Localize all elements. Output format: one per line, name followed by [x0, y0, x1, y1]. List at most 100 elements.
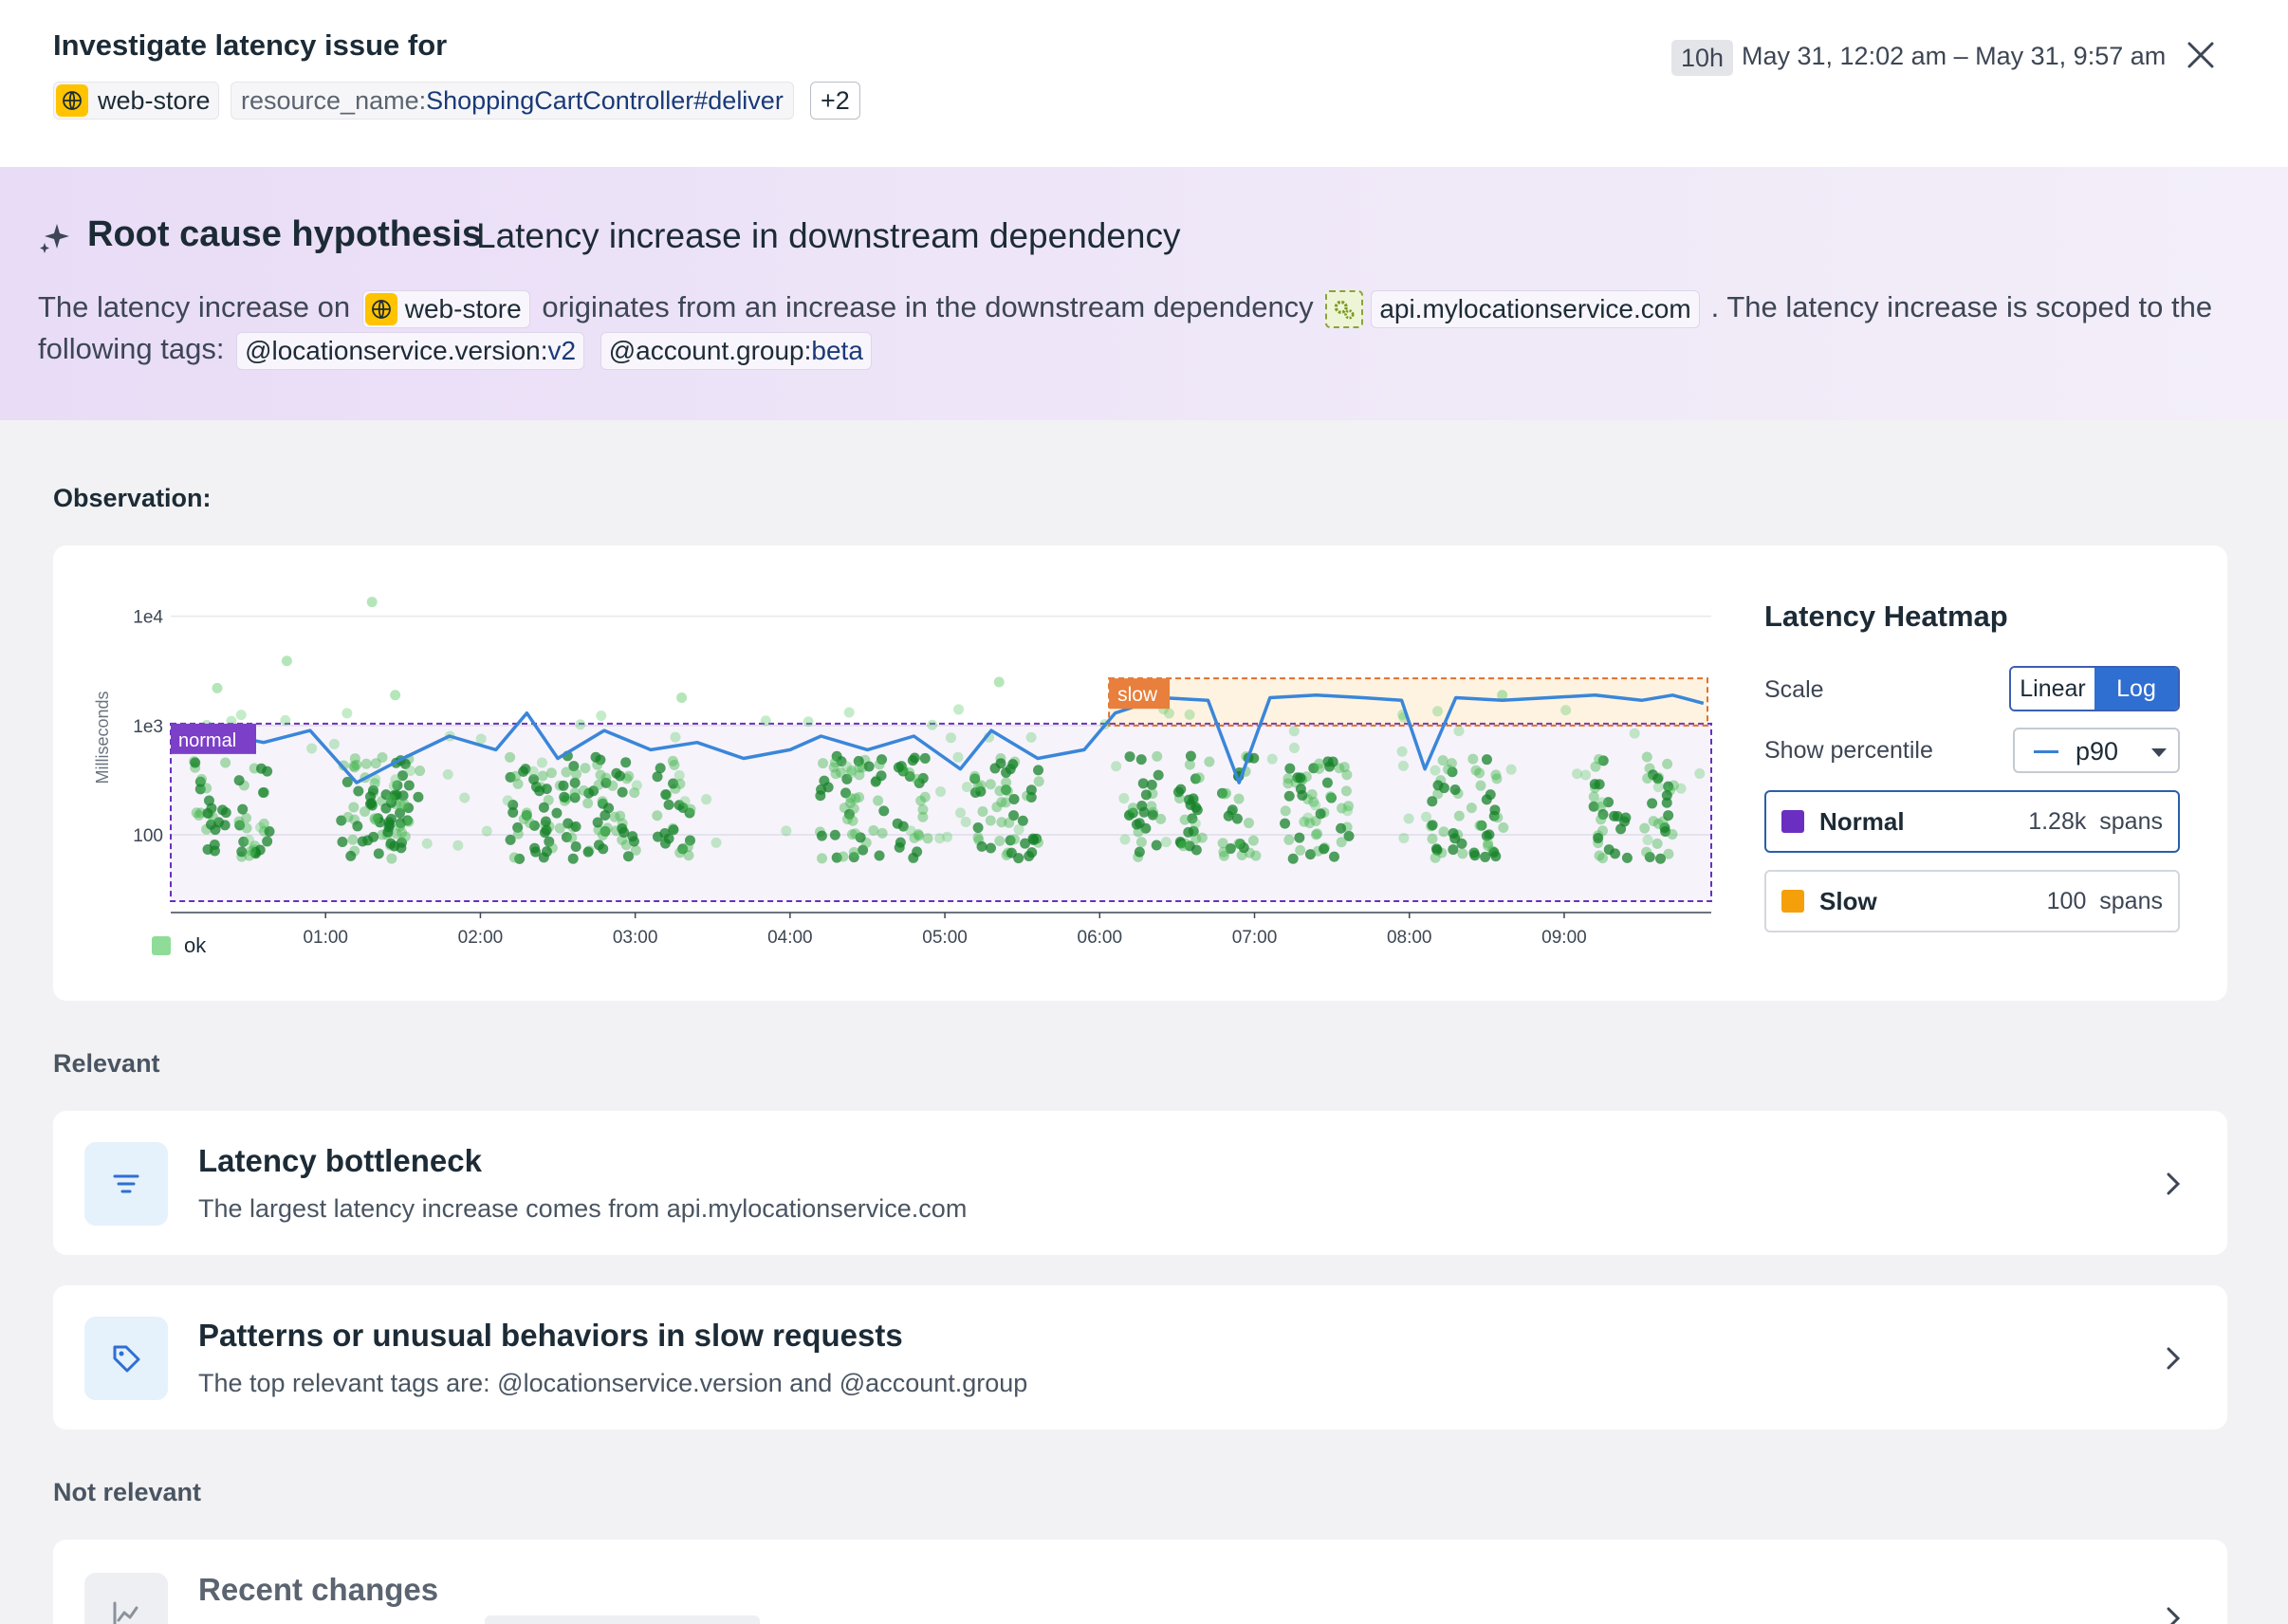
percentile-select[interactable]: p90: [2013, 728, 2180, 773]
scatter-point: [512, 821, 524, 833]
scatter-point: [685, 803, 696, 815]
scatter-point: [1025, 731, 1037, 743]
scale-log-button[interactable]: Log: [2094, 668, 2178, 710]
scatter-point: [975, 785, 987, 797]
more-tags-chip[interactable]: +2: [810, 82, 860, 120]
close-icon[interactable]: [2182, 36, 2220, 74]
scatter-point: [1190, 818, 1201, 829]
scatter-point: [843, 707, 855, 718]
scatter-point: [1017, 815, 1028, 826]
scatter-point: [582, 798, 594, 809]
slow-series-button[interactable]: Slow 100 spans: [1764, 870, 2180, 932]
scatter-point: [673, 769, 685, 781]
row-title: Patterns or unusual behaviors in slow re…: [198, 1318, 903, 1353]
scatter-point: [1319, 843, 1330, 855]
scatter-point: [235, 710, 247, 721]
scatter-point: [1397, 760, 1409, 771]
scatter-point: [854, 769, 865, 781]
scatter-point: [528, 774, 540, 785]
scatter-point: [399, 831, 411, 842]
service-chip-label: web-store: [98, 85, 211, 115]
slow-request-patterns-row[interactable]: Patterns or unusual behaviors in slow re…: [53, 1285, 2227, 1430]
scatter-point: [551, 807, 563, 819]
scatter-point: [220, 757, 231, 768]
scatter-point: [1572, 768, 1583, 780]
scatter-point: [1284, 763, 1296, 774]
latency-bottleneck-row[interactable]: Latency bottleneck The largest latency i…: [53, 1111, 2227, 1255]
scatter-point: [262, 766, 273, 777]
scatter-point: [399, 758, 411, 769]
scatter-point: [1651, 838, 1663, 849]
scatter-point: [1002, 785, 1013, 797]
scatter-point: [1308, 796, 1319, 807]
scatter-point: [1667, 828, 1678, 840]
scatter-point: [846, 767, 858, 779]
not-relevant-section-label: Not relevant: [53, 1478, 202, 1506]
scatter-point: [262, 836, 273, 847]
resource-chip[interactable]: resource_name: ShoppingCartController#de…: [231, 82, 794, 120]
scatter-point: [396, 800, 407, 811]
scatter-point: [1659, 822, 1670, 834]
scatter-point: [559, 791, 570, 803]
scatter-point: [1329, 851, 1340, 862]
scatter-point: [600, 772, 612, 784]
scatter-point: [1163, 708, 1174, 719]
hypothesis-service-chip[interactable]: web-store: [361, 289, 530, 328]
service-chip[interactable]: web-store: [53, 82, 219, 120]
scatter-point: [1188, 825, 1199, 837]
scatter-point: [1006, 847, 1017, 858]
scatter-point: [390, 690, 401, 701]
scatter-point: [1589, 779, 1600, 790]
scatter-point: [258, 818, 269, 829]
scatter-point: [622, 851, 634, 862]
scatter-point: [370, 773, 381, 784]
dependency-chip[interactable]: api.mylocationservice.com: [1325, 289, 1707, 328]
scatter-point: [402, 815, 414, 826]
scatter-point: [1118, 793, 1130, 804]
scatter-point: [1223, 810, 1234, 821]
normal-series-button[interactable]: Normal 1.28k spans: [1764, 790, 2180, 853]
tag-chip-version[interactable]: @locationservice.version: v2: [236, 331, 585, 370]
recent-changes-row[interactable]: Recent changes: [53, 1540, 2227, 1624]
latency-heatmap-chart[interactable]: 100 1e3 1e4 Milliseconds normal slow 01:00 02:0…: [53, 545, 1732, 1001]
scatter-point: [912, 774, 923, 785]
scatter-point: [351, 759, 362, 770]
scatter-point: [481, 825, 492, 837]
scatter-point: [508, 852, 520, 863]
scatter-point: [1694, 768, 1706, 780]
scatter-point: [580, 763, 591, 774]
time-range-badge[interactable]: 10h: [1671, 40, 1734, 76]
scatter-point: [922, 833, 933, 844]
scatter-point: [306, 743, 318, 754]
scatter-point: [413, 791, 424, 803]
scatter-point: [1629, 728, 1640, 739]
scale-toggle[interactable]: Linear Log: [2009, 666, 2180, 711]
scatter-point: [241, 822, 252, 834]
scale-linear-button[interactable]: Linear: [2011, 668, 2094, 710]
observation-label: Observation:: [53, 484, 212, 512]
time-range-text[interactable]: May 31, 12:02 am – May 31, 9:57 am: [1742, 42, 2167, 70]
tag-key: @locationservice.version:: [245, 335, 548, 365]
scatter-point: [345, 850, 357, 861]
x-tick-label: 09:00: [1541, 928, 1587, 948]
scatter-point: [194, 810, 205, 821]
slow-series-count: 100 spans: [2046, 887, 2163, 914]
scatter-point: [1175, 838, 1187, 849]
scatter-point: [1427, 796, 1438, 807]
scatter-point: [360, 805, 371, 817]
hypothesis-service-label: web-store: [404, 293, 522, 323]
scatter-point: [841, 814, 853, 825]
tag-chip-account-group[interactable]: @account.group: beta: [600, 331, 872, 370]
hypothesis-text-3: . The latency increase is scoped to the …: [38, 290, 2213, 365]
scatter-point: [352, 821, 363, 832]
scatter-point: [1177, 840, 1189, 852]
scatter-point: [1314, 758, 1325, 769]
scatter-point: [1146, 779, 1157, 790]
scatter-point: [905, 825, 916, 837]
scatter-point: [1190, 833, 1202, 844]
scatter-point: [1025, 791, 1037, 803]
scatter-point: [989, 763, 1001, 774]
scatter-point: [191, 807, 202, 819]
scatter-point: [960, 816, 971, 827]
scatter-point: [582, 846, 594, 858]
